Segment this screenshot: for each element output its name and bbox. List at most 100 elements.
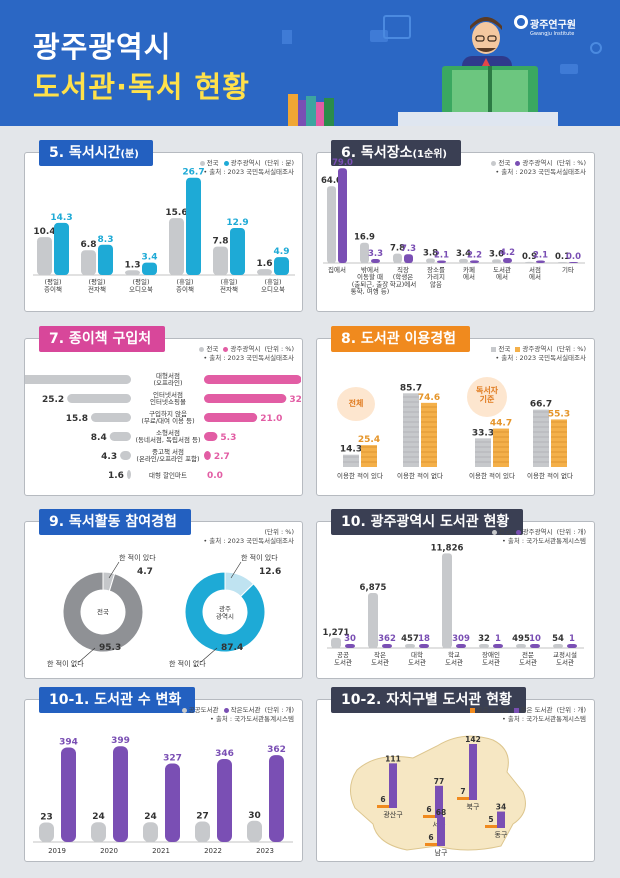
deco-tag (560, 64, 578, 74)
data-label: 4.9 (274, 247, 290, 257)
data-label: 7.8 (213, 237, 229, 247)
category-label: 2021 (152, 847, 170, 855)
data-label: 66.7 (530, 400, 552, 410)
legend-gwangju-icon (223, 346, 229, 352)
data-label: 25.2 (42, 395, 64, 405)
bar-national (403, 393, 419, 467)
data-label: 111 (385, 754, 401, 763)
bar-national (120, 451, 131, 460)
data-label: 3.4 (456, 249, 471, 259)
bar-gwangju (204, 451, 211, 460)
page-title-line2: 도서관·독서 현황 (33, 70, 250, 104)
legend: 전국 광주광역시 (단위 : %) • 출처 : 2023 국민독서실태조사 (196, 345, 294, 363)
category-label: 도서관 에서 (493, 265, 511, 281)
bar-national (25, 375, 131, 384)
bar-national (343, 454, 359, 467)
panel-title: 10. 광주광역시 도서관 현황 (331, 509, 524, 535)
category-label: 교정시설 도서관 (553, 650, 577, 667)
bar-gwangju (204, 375, 301, 384)
legend-public-icon (181, 707, 187, 713)
category-label: 카페 에서 (463, 265, 475, 281)
bar-national (125, 270, 140, 275)
data-label: 0.1 (555, 252, 570, 262)
category-label: 2020 (100, 847, 118, 855)
bar-national (393, 253, 402, 263)
data-label: 30 (248, 811, 261, 821)
panel-title: 9. 독서활동 참여경험 (39, 509, 191, 535)
slice-no (62, 571, 144, 653)
data-label: 457 (401, 634, 419, 644)
data-label: 12.9 (226, 218, 248, 228)
bar-gwangju (186, 177, 201, 275)
category-label: 학교 도서관 (445, 650, 463, 667)
bar-gwangju (338, 168, 347, 263)
category-label: 대형 할인마트 (149, 471, 187, 480)
legend-public-icon (469, 707, 475, 713)
bar-national (558, 262, 567, 263)
leader-line (78, 647, 96, 663)
panel-reading-time: 5. 독서시간(분) 전국 광주광역시 (단위 : 분) • 출처 : 2023 … (24, 140, 303, 312)
bar-national (368, 593, 378, 648)
legend: 전국 광주광역시 (단위 : 분) • 출처 : 2023 국민독서실태조사 (197, 159, 294, 177)
category-label: 직장 (학생은 학교)에서 (390, 265, 416, 288)
logo-icon (514, 15, 528, 29)
bar-small (389, 763, 397, 808)
data-label: 21.0 (260, 414, 282, 424)
legend-gwangju-icon (515, 529, 521, 535)
chart-reading-place: 64.0 79.0 집에서 16.9 3.3 밖에서 이동할 때 (출퇴근, 출장 통학, 여행… (321, 158, 585, 296)
data-label: 2.1 (434, 250, 449, 260)
data-label: 10 (529, 634, 541, 644)
bar-gwangju (274, 257, 289, 275)
bar-gwangju (530, 644, 540, 648)
data-label: 1,271 (323, 628, 350, 638)
data-label: 5.3 (220, 433, 236, 443)
legend-national-icon (491, 529, 497, 535)
data-label: 15.8 (66, 414, 88, 424)
data-label: 7 (460, 787, 465, 796)
chart-reading-activity: 전국 한 적이 있다 4.7 한 적이 없다 95.3 광주 광역시 한 적이 있다 12.6 한… (47, 553, 281, 668)
category-label: 작은 도서관 (371, 650, 389, 667)
bar-small (269, 755, 284, 842)
bar-gwangju (470, 260, 479, 263)
data-label: 362 (378, 634, 396, 644)
bar-gwangju (204, 394, 287, 403)
bar-public (143, 822, 158, 842)
bar-gwangju (437, 260, 446, 263)
legend-national-icon (199, 160, 205, 166)
bar-small (165, 763, 180, 842)
category-label: 2019 (48, 847, 66, 855)
bar-national (257, 269, 272, 275)
bar-gwangju (142, 262, 157, 275)
page-title-line1: 광주광역시 (33, 30, 172, 64)
category-label: 밖에서 이동할 때 (출퇴근, 출장 통학, 여행 등) (351, 265, 390, 296)
bar-national (37, 237, 52, 275)
data-label: 79.0 (332, 158, 353, 168)
data-label: 4.7 (137, 567, 153, 577)
data-label: 3.3 (368, 249, 383, 259)
header-banner: 광주광역시 도서관·독서 현황 광주연구원 Gwangju Institute (0, 0, 620, 126)
bar-gwangju (493, 644, 503, 648)
data-label: 6,875 (360, 583, 387, 593)
deco-document-icon (282, 30, 292, 44)
bar-public (485, 825, 497, 828)
bar-public (423, 815, 435, 818)
bar-gwangju (371, 259, 380, 263)
category-label: 집에서 (328, 265, 346, 274)
bar-national (327, 186, 336, 263)
category-label: 이용한 적이 있다 (469, 471, 515, 480)
bar-national (90, 413, 131, 422)
bar-gwangju (230, 228, 245, 275)
bar-gwangju (361, 445, 377, 467)
bar-national (533, 409, 549, 467)
bar-national (81, 250, 96, 275)
legend: 전국 광주광역시 (단위 : %) • 출처 : 2023 국민독서실태조사 (488, 345, 586, 363)
bar-public (425, 843, 437, 846)
data-label: 309 (452, 634, 470, 644)
slice-no (184, 571, 266, 653)
data-label: 327 (163, 754, 182, 764)
legend-national-icon (199, 346, 205, 352)
legend-small-icon (223, 707, 229, 713)
bubble-reader-basis: 독서자 기준 (467, 377, 507, 417)
deco-circle (590, 42, 602, 54)
legend: 전국 광주광역시 (단위 : 개) • 출처 : 국가도서관통계시스템 (489, 528, 586, 546)
